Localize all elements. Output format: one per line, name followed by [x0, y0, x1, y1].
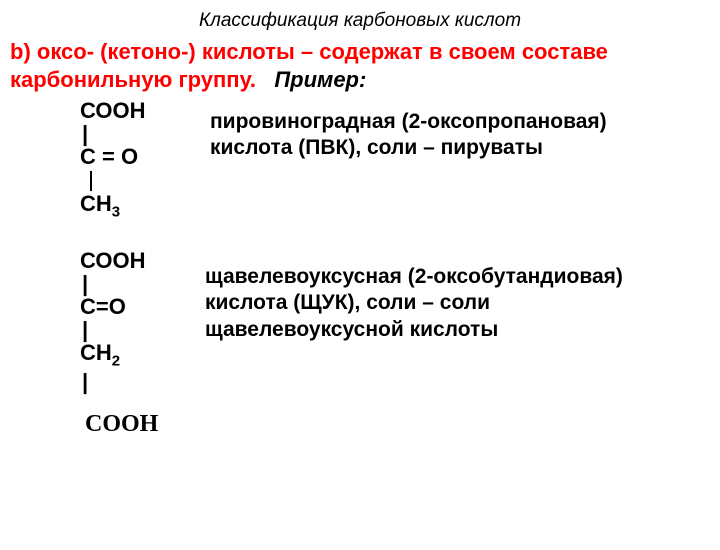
formula1-l2: |: [80, 122, 145, 145]
formula-pyruvic: СООН | С = О СН3: [80, 99, 145, 221]
formula2-l1: СООН: [80, 249, 145, 272]
formula1-l1: СООН: [80, 99, 145, 122]
formula-oxaloacetic: СООН | С=О | СН2 |: [80, 249, 145, 393]
formula2-l7: СООН: [85, 411, 158, 438]
formula1-l5: СН3: [80, 192, 145, 220]
formula1-l3: С = О: [80, 145, 145, 168]
formula2-l2: |: [80, 272, 145, 295]
definition-prefix: b) оксо- (кетоно-) кислоты: [10, 39, 295, 64]
formula2-l6: |: [80, 370, 145, 393]
formula2-l5: СН2: [80, 341, 145, 369]
description-oxaloacetic: щавелевоуксусная (2-оксобутандиовая) кис…: [205, 264, 645, 343]
formula2-l3: С=О: [80, 295, 145, 318]
page-title: Классификация карбоновых кислот: [0, 10, 720, 32]
description-pyruvic: пировиноградная (2-оксопропановая) кисло…: [210, 109, 690, 162]
formula1-l4: [80, 168, 145, 192]
definition-block: b) оксо- (кетоно-) кислоты – содержат в …: [10, 38, 700, 93]
example-label: Пример:: [274, 67, 366, 92]
formula2-l4: |: [80, 318, 145, 341]
